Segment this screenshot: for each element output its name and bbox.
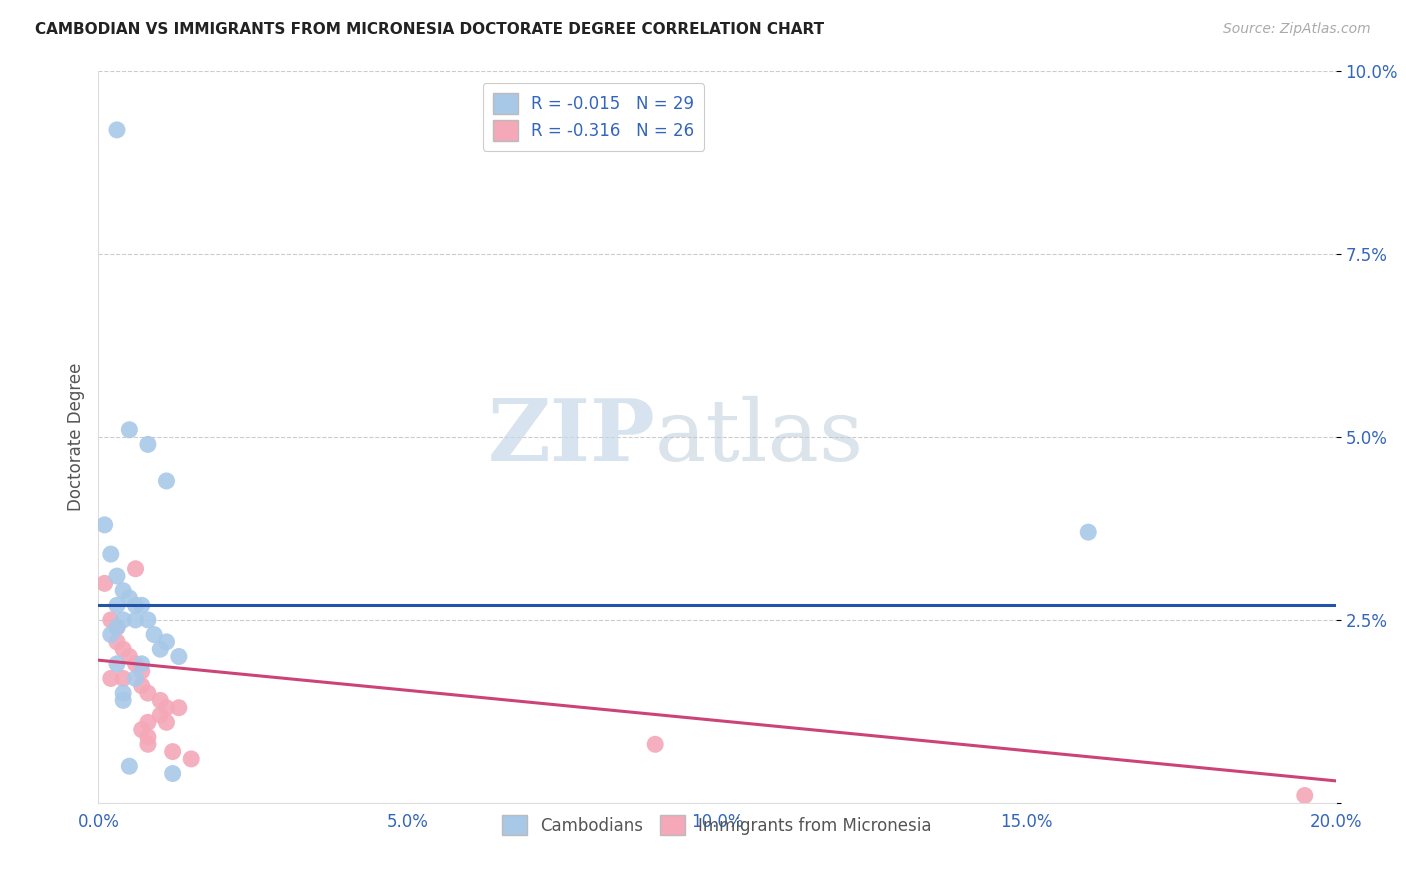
- Point: [149, 693, 172, 707]
- Point: [93, 576, 115, 591]
- Point: [155, 635, 177, 649]
- Point: [105, 599, 128, 613]
- Point: [162, 766, 184, 780]
- Point: [105, 657, 128, 671]
- Point: [155, 474, 177, 488]
- Point: [180, 752, 202, 766]
- Point: [100, 627, 122, 641]
- Point: [167, 649, 190, 664]
- Point: [112, 583, 135, 598]
- Point: [105, 620, 128, 634]
- Point: [124, 672, 146, 686]
- Legend: Cambodians, Immigrants from Micronesia: Cambodians, Immigrants from Micronesia: [495, 808, 939, 842]
- Point: [1294, 789, 1316, 803]
- Point: [124, 613, 146, 627]
- Point: [124, 599, 146, 613]
- Point: [149, 708, 172, 723]
- Point: [118, 591, 141, 605]
- Point: [155, 715, 177, 730]
- Point: [118, 649, 141, 664]
- Point: [112, 686, 135, 700]
- Point: [112, 693, 135, 707]
- Y-axis label: Doctorate Degree: Doctorate Degree: [66, 363, 84, 511]
- Point: [131, 679, 153, 693]
- Point: [167, 700, 190, 714]
- Point: [118, 759, 141, 773]
- Point: [105, 635, 128, 649]
- Point: [131, 599, 153, 613]
- Point: [143, 627, 166, 641]
- Point: [105, 569, 128, 583]
- Point: [136, 686, 159, 700]
- Point: [131, 664, 153, 678]
- Text: Source: ZipAtlas.com: Source: ZipAtlas.com: [1223, 22, 1371, 37]
- Point: [100, 547, 122, 561]
- Point: [131, 657, 153, 671]
- Point: [100, 613, 122, 627]
- Point: [1077, 525, 1099, 540]
- Point: [112, 672, 135, 686]
- Point: [131, 723, 153, 737]
- Point: [118, 423, 141, 437]
- Text: ZIP: ZIP: [488, 395, 655, 479]
- Point: [155, 700, 177, 714]
- Point: [112, 642, 135, 657]
- Point: [105, 123, 128, 137]
- Point: [136, 737, 159, 751]
- Point: [136, 437, 159, 451]
- Point: [136, 715, 159, 730]
- Point: [136, 613, 159, 627]
- Text: atlas: atlas: [655, 395, 865, 479]
- Point: [93, 517, 115, 532]
- Point: [105, 620, 128, 634]
- Point: [149, 642, 172, 657]
- Point: [100, 672, 122, 686]
- Point: [644, 737, 666, 751]
- Point: [124, 562, 146, 576]
- Point: [112, 613, 135, 627]
- Point: [136, 730, 159, 744]
- Point: [162, 745, 184, 759]
- Text: CAMBODIAN VS IMMIGRANTS FROM MICRONESIA DOCTORATE DEGREE CORRELATION CHART: CAMBODIAN VS IMMIGRANTS FROM MICRONESIA …: [35, 22, 824, 37]
- Point: [124, 657, 146, 671]
